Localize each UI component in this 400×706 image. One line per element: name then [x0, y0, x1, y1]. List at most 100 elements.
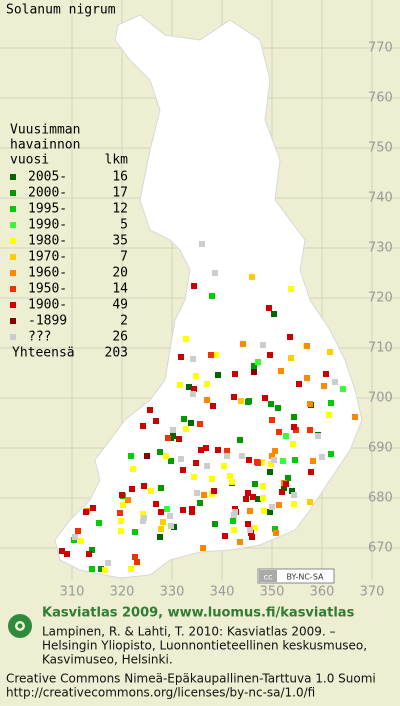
- observation-square: [200, 545, 206, 551]
- observation-square: [221, 463, 227, 469]
- observation-square: [291, 414, 297, 420]
- easting-label: 350: [260, 585, 285, 600]
- total-count: 203: [105, 346, 128, 361]
- observation-square: [245, 490, 251, 496]
- observation-square: [134, 559, 140, 565]
- legend-count: 49: [112, 298, 128, 313]
- observation-square: [141, 515, 147, 521]
- observation-square: [271, 311, 277, 317]
- observation-square: [193, 460, 199, 466]
- observation-square: [120, 502, 126, 508]
- observation-square: [281, 485, 287, 491]
- observation-square: [188, 420, 194, 426]
- logo: [8, 614, 32, 638]
- legend-label: ???: [28, 330, 51, 345]
- legend-count: 5: [120, 218, 128, 233]
- observation-square: [321, 383, 327, 389]
- observation-square: [251, 363, 257, 369]
- legend-label: -1899: [28, 314, 67, 329]
- observation-square: [252, 481, 258, 487]
- observation-square: [211, 488, 217, 494]
- observation-square: [267, 469, 273, 475]
- observation-square: [197, 421, 203, 427]
- legend-swatch: [10, 270, 16, 276]
- observation-square: [290, 441, 296, 447]
- observation-square: [157, 534, 163, 540]
- observation-square: [291, 424, 297, 430]
- observation-square: [278, 368, 284, 374]
- observation-square: [164, 506, 170, 512]
- observation-square: [183, 426, 189, 432]
- observation-square: [194, 490, 200, 496]
- observation-square: [158, 526, 164, 532]
- observation-square: [260, 483, 266, 489]
- observation-square: [323, 371, 329, 377]
- northing-label: 720: [368, 291, 393, 306]
- legend-swatch: [10, 238, 16, 244]
- observation-square: [310, 458, 316, 464]
- citation: Kasvimuseo, Helsinki.: [42, 653, 173, 667]
- observation-square: [59, 548, 65, 554]
- observation-square: [271, 457, 277, 463]
- observation-square: [273, 530, 279, 536]
- observation-square: [183, 336, 189, 342]
- observation-square: [240, 341, 246, 347]
- legend-swatch: [10, 190, 16, 196]
- observation-square: [176, 436, 182, 442]
- observation-square: [275, 405, 281, 411]
- observation-dots: [59, 241, 358, 573]
- observation-square: [260, 342, 266, 348]
- observation-square: [118, 518, 124, 524]
- observation-square: [259, 459, 265, 465]
- northing-label: 670: [368, 541, 393, 556]
- observation-square: [144, 453, 150, 459]
- observation-square: [222, 533, 228, 539]
- license: http://creativecommons.org/licenses/by-n…: [6, 686, 315, 700]
- legend-label: 1950-: [28, 282, 67, 297]
- observation-square: [243, 496, 249, 502]
- observation-square: [238, 398, 244, 404]
- observation-square: [102, 567, 108, 573]
- observation-square: [117, 510, 123, 516]
- observation-square: [307, 427, 313, 433]
- legend-swatch: [10, 318, 16, 324]
- observation-square: [268, 401, 274, 407]
- observation-square: [148, 488, 154, 494]
- observation-square: [83, 509, 89, 515]
- observation-square: [304, 343, 310, 349]
- observation-square: [319, 454, 325, 460]
- observation-square: [78, 538, 84, 544]
- legend-label: 1980-: [28, 234, 67, 249]
- legend-heading: Vuusimman: [10, 123, 80, 138]
- observation-square: [224, 453, 230, 459]
- observation-square: [170, 427, 176, 433]
- observation-square: [246, 398, 252, 404]
- observation-square: [191, 474, 197, 480]
- observation-square: [132, 554, 138, 560]
- observation-square: [252, 525, 258, 531]
- legend-label: 1960-: [28, 266, 67, 281]
- observation-square: [269, 417, 275, 423]
- observation-square: [283, 481, 289, 487]
- observation-square: [255, 359, 261, 365]
- observation-square: [260, 495, 266, 501]
- legend-swatch: [10, 254, 16, 260]
- observation-square: [251, 369, 257, 375]
- observation-square: [272, 526, 278, 532]
- observation-square: [280, 458, 286, 464]
- observation-square: [283, 433, 289, 439]
- logo-dot: [17, 623, 23, 629]
- observation-square: [232, 509, 238, 515]
- observation-square: [279, 489, 285, 495]
- easting-label: 340: [210, 585, 235, 600]
- legend-swatch: [10, 334, 16, 340]
- brand: Kasviatlas 2009, www.luomus.fi/kasviatla…: [42, 606, 355, 621]
- observation-square: [340, 386, 346, 392]
- observation-square: [153, 501, 159, 507]
- observation-square: [215, 447, 221, 453]
- observation-square: [153, 418, 159, 424]
- observation-square: [193, 373, 199, 379]
- observation-square: [246, 457, 252, 463]
- observation-square: [307, 499, 313, 505]
- observation-square: [326, 412, 332, 418]
